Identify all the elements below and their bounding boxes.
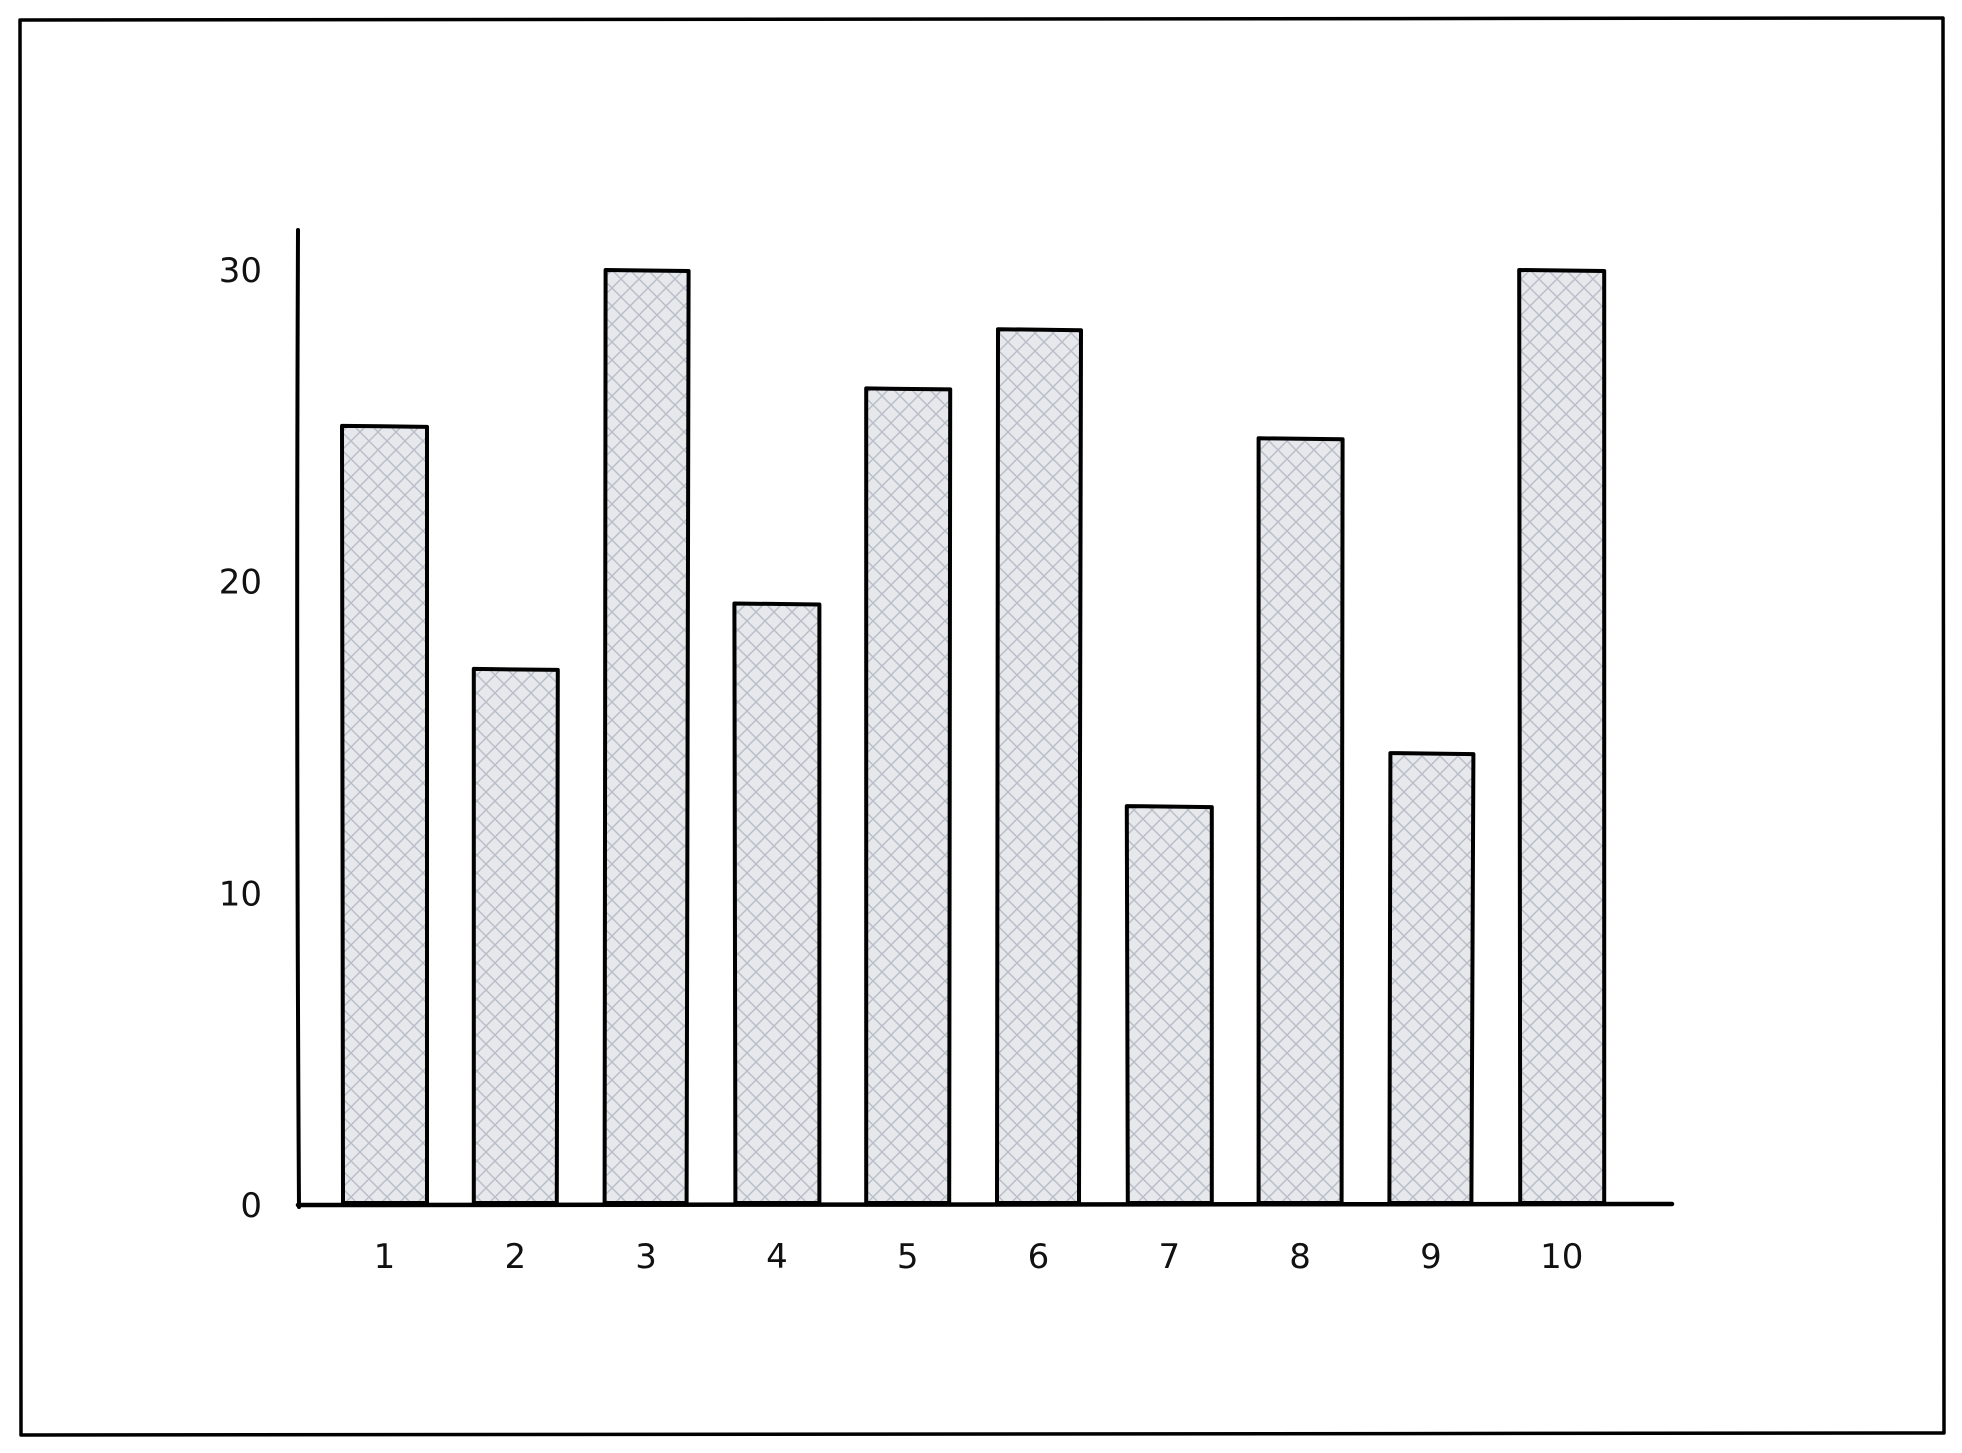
outer-border: [18, 16, 1946, 1437]
bar-fill-8: [1258, 438, 1342, 1205]
x-tick-label: 6: [1028, 1237, 1050, 1277]
y-tick-label: 20: [219, 563, 262, 603]
bars-layer: [340, 268, 1607, 1205]
x-axis-line: [295, 1201, 1675, 1208]
bar-fill-3: [604, 270, 688, 1205]
x-tick-label: 2: [504, 1237, 526, 1277]
bar-fill-4: [735, 603, 819, 1205]
bar-fill-5: [866, 388, 950, 1205]
x-tick-label: 1: [374, 1237, 396, 1277]
y-tick-label: 10: [219, 874, 262, 914]
bar-fill-9: [1389, 753, 1473, 1205]
x-tick-label: 9: [1420, 1237, 1442, 1277]
x-tick-label: 4: [766, 1237, 788, 1277]
bar-fill-2: [473, 668, 557, 1205]
x-tick-label: 5: [897, 1237, 919, 1277]
bar-fill-7: [1127, 806, 1211, 1205]
x-tick-label: 3: [635, 1237, 657, 1277]
y-axis-line: [295, 228, 301, 1209]
axes-layer: [295, 228, 1675, 1209]
tick-labels-layer: 1 2 3 4 5 6 7 8 9 10 0 10 20 30: [219, 251, 1584, 1277]
y-tick-label: 0: [240, 1186, 262, 1226]
bar-fill-6: [997, 329, 1080, 1205]
y-tick-label: 30: [219, 251, 262, 291]
x-tick-label: 10: [1540, 1237, 1583, 1277]
x-tick-label: 8: [1289, 1237, 1311, 1277]
x-tick-label: 7: [1158, 1237, 1180, 1277]
bar-fill-1: [343, 425, 426, 1205]
bar-fill-10: [1520, 270, 1604, 1205]
